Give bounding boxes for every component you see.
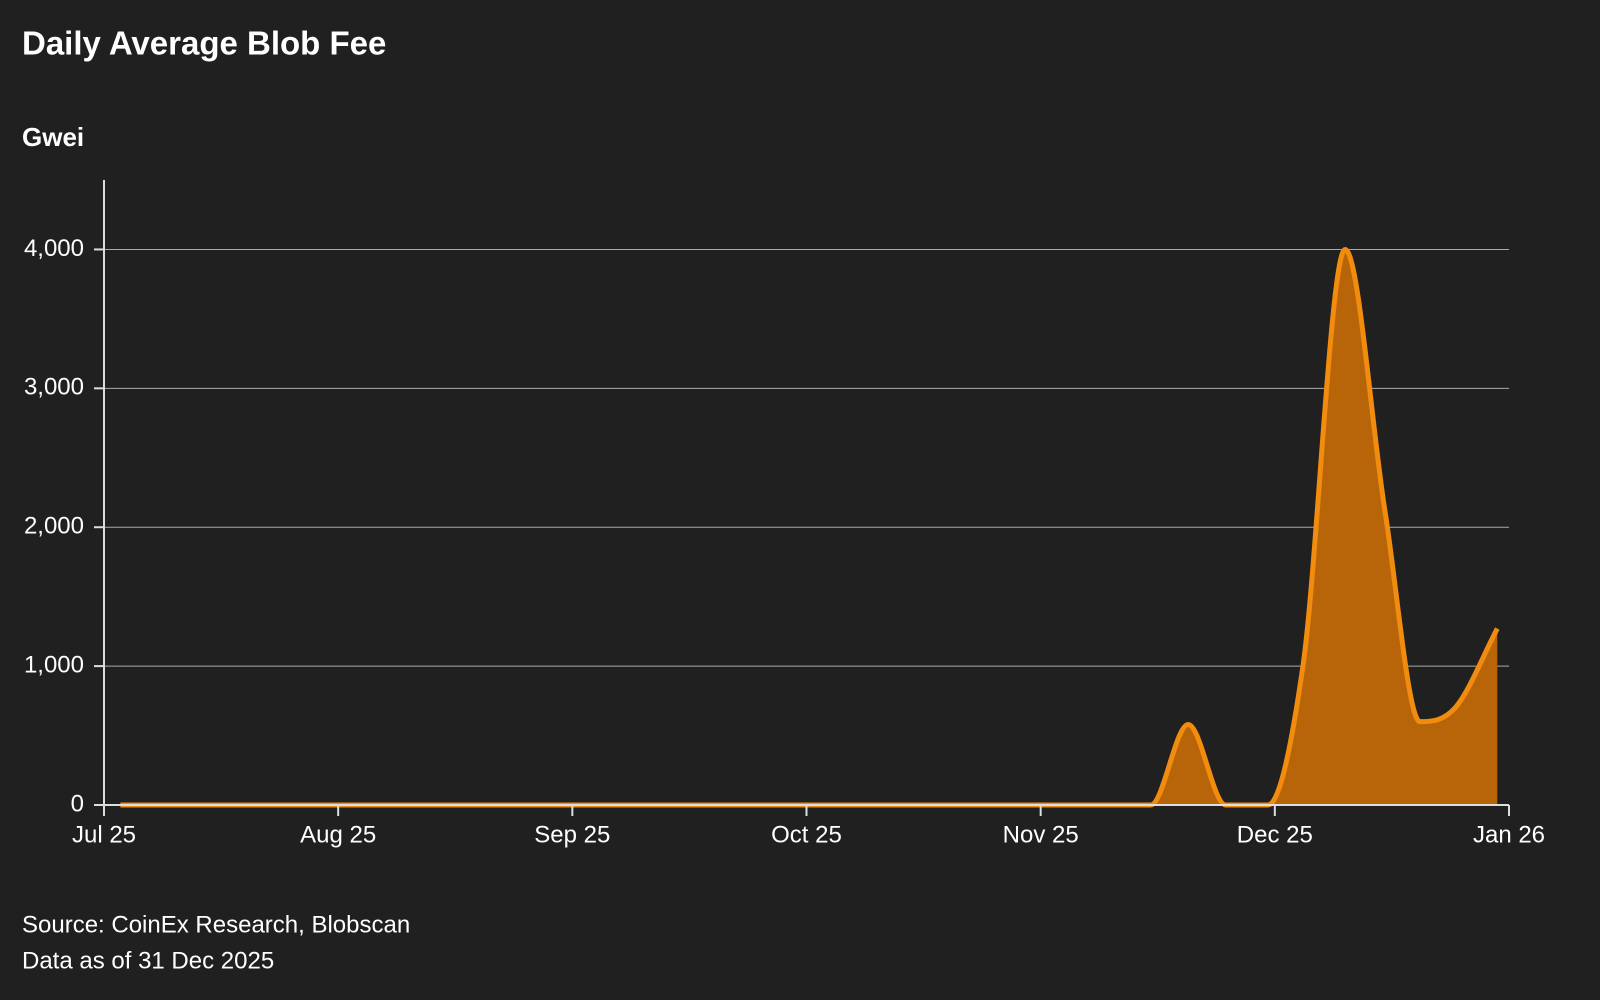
x-tick-label: Aug 25 <box>300 821 376 848</box>
y-tick-label: 4,000 <box>24 235 84 262</box>
area <box>120 249 1498 805</box>
y-tick-label: 0 <box>71 790 84 817</box>
y-tick-label: 2,000 <box>24 513 84 540</box>
y-tick-label: 1,000 <box>24 651 84 678</box>
x-tick-label: Dec 25 <box>1237 821 1313 848</box>
x-tick-label: Jul 25 <box>72 821 136 848</box>
y-tick-label: 3,000 <box>24 374 84 401</box>
chart-title: Daily Average Blob Fee <box>22 25 386 62</box>
x-tick-label: Sep 25 <box>534 821 610 848</box>
source: Source: CoinEx Research, Blobscan <box>22 911 410 938</box>
y-unit: Gwei <box>22 122 84 152</box>
note: Data as of 31 Dec 2025 <box>22 947 274 974</box>
x-tick-label: Oct 25 <box>771 821 842 848</box>
x-tick-label: Jan 26 <box>1473 821 1545 848</box>
x-tick-label: Nov 25 <box>1003 821 1079 848</box>
